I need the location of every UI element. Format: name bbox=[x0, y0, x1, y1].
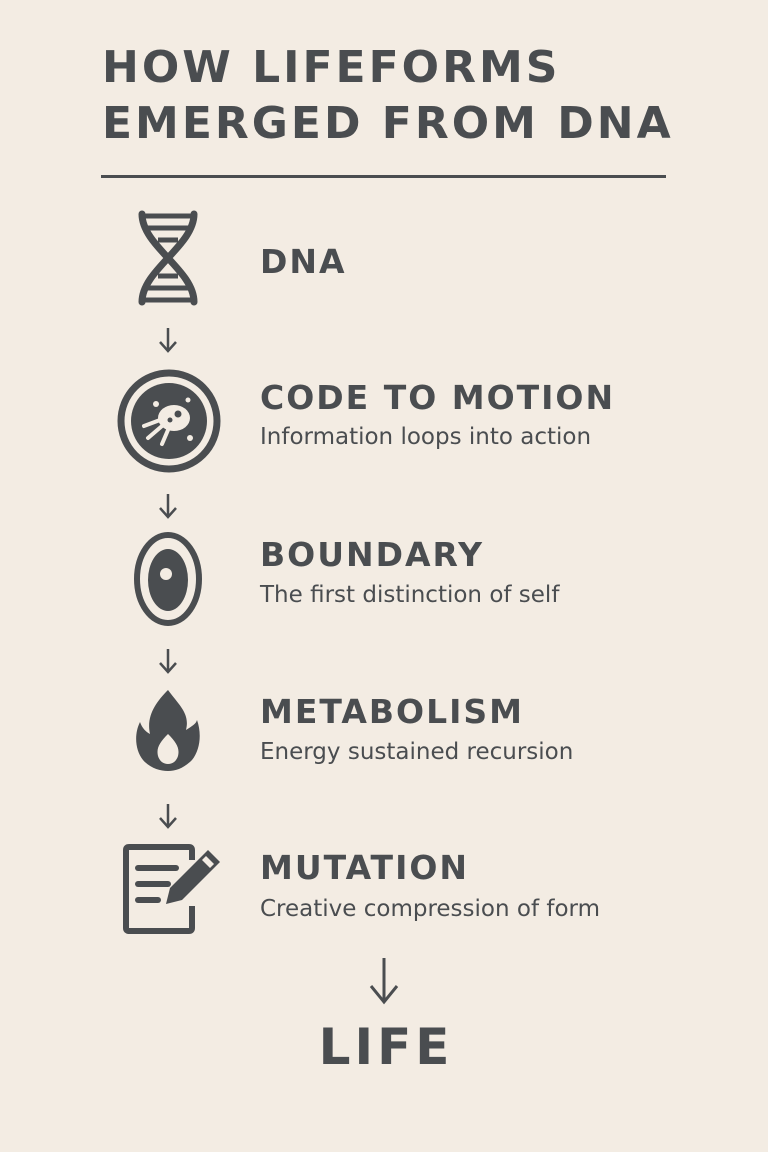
title-divider bbox=[101, 175, 666, 178]
down-arrow-icon bbox=[159, 649, 177, 674]
step-description-mutation: Creative compression of form bbox=[260, 896, 600, 922]
down-arrow-icon bbox=[159, 328, 177, 353]
step-heading-metabolism: METABOLISM bbox=[260, 692, 524, 731]
step-heading-mutation: MUTATION bbox=[260, 848, 470, 887]
cell-boundary-icon bbox=[134, 532, 202, 626]
step-heading-code-to-motion: CODE TO MOTION bbox=[260, 378, 616, 417]
title-line-2: EMERGED FROM DNA bbox=[102, 98, 674, 149]
final-down-arrow-icon bbox=[369, 958, 399, 1005]
dna-icon bbox=[138, 210, 198, 306]
title-line-1: HOW LIFEFORMS bbox=[102, 42, 561, 93]
step-description-metabolism: Energy sustained recursion bbox=[260, 739, 574, 765]
step-heading-boundary: BOUNDARY bbox=[260, 535, 485, 574]
document-edit-icon bbox=[123, 844, 220, 934]
page-title: HOW LIFEFORMS EMERGED FROM DNA bbox=[102, 40, 674, 152]
down-arrow-icon bbox=[159, 494, 177, 519]
final-label-life: LIFE bbox=[318, 1018, 454, 1076]
step-description-boundary: The first distinction of self bbox=[260, 582, 560, 608]
down-arrow-icon bbox=[159, 804, 177, 829]
microbe-cell-icon bbox=[117, 369, 221, 473]
flame-icon bbox=[136, 690, 200, 771]
step-heading-dna: DNA bbox=[260, 242, 347, 281]
step-description-code-to-motion: Information loops into action bbox=[260, 424, 592, 450]
